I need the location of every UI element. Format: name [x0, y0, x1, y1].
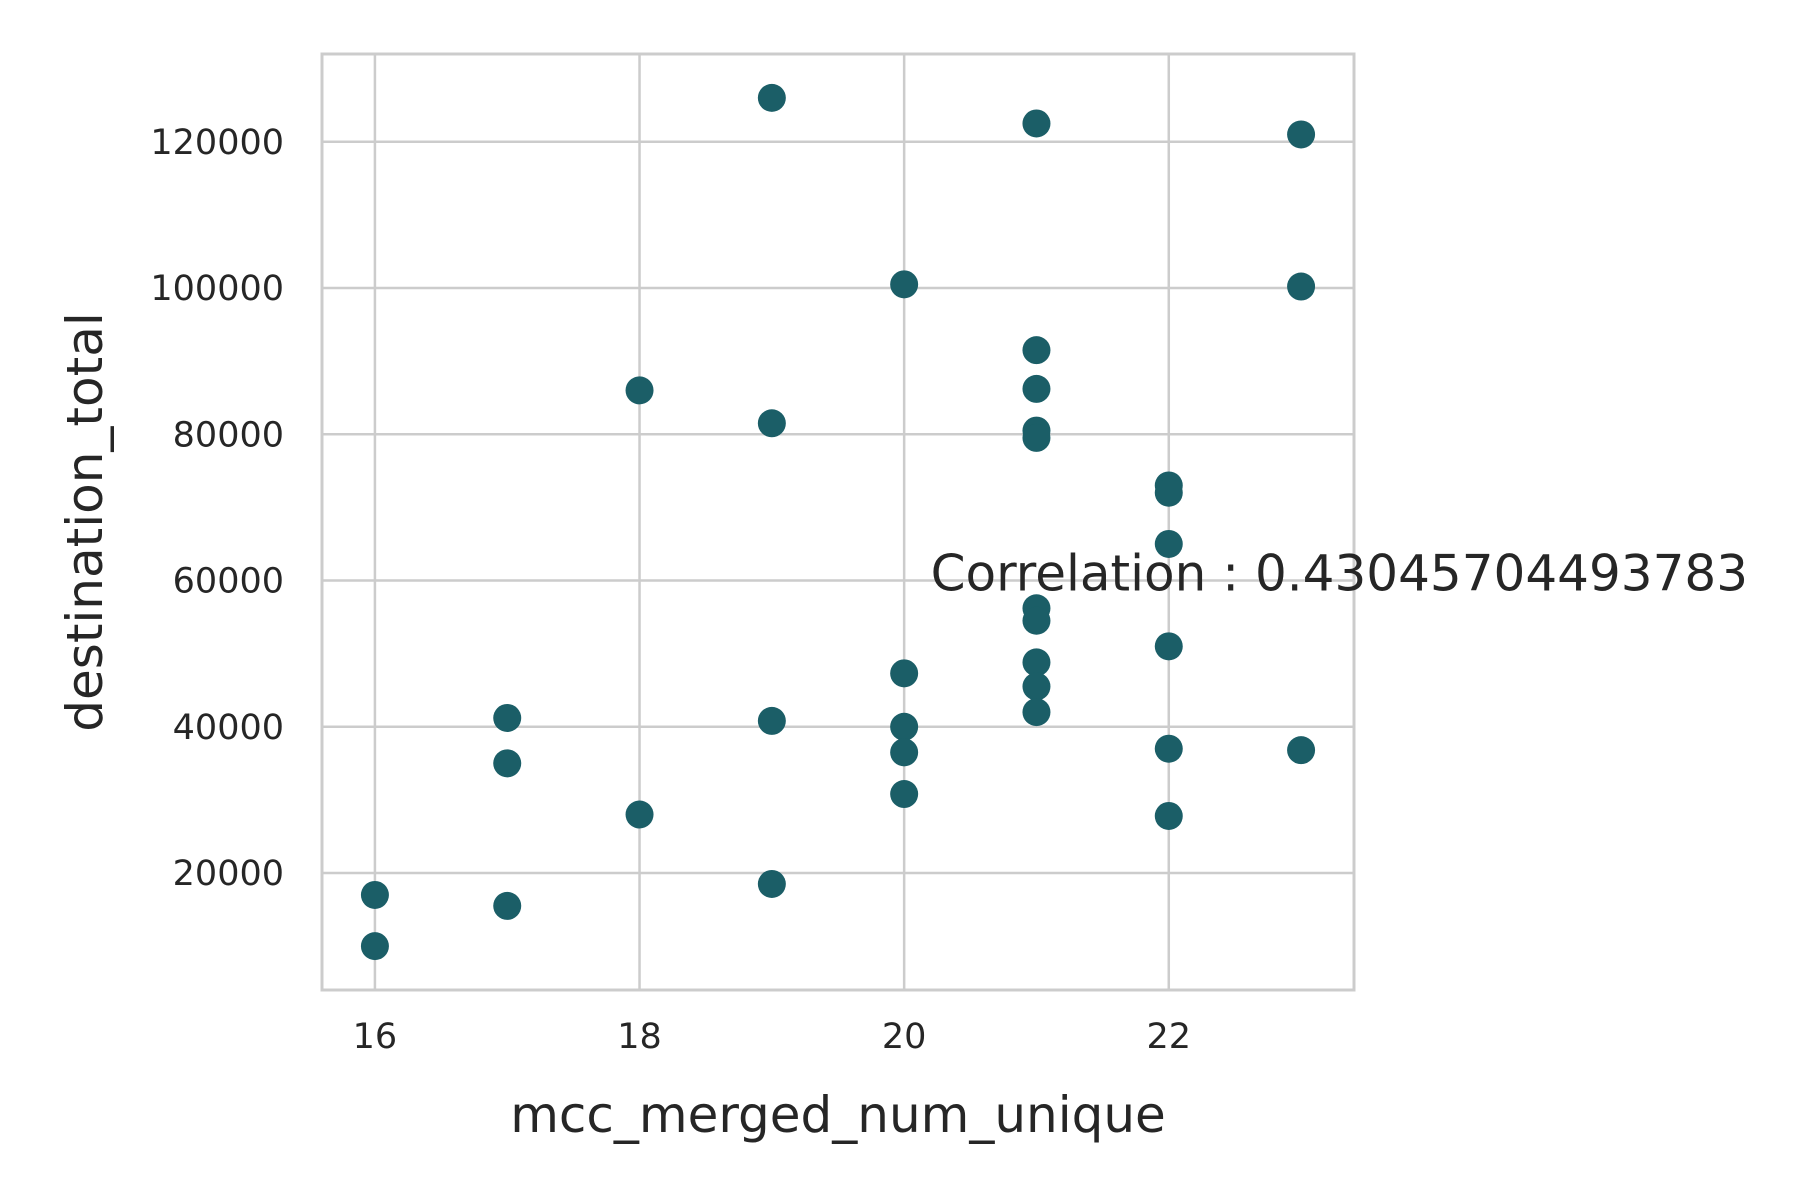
data-point — [493, 703, 522, 732]
y-tick-label: 60000 — [173, 562, 284, 602]
x-tick-labels: 16 18 20 22 — [353, 1017, 1191, 1057]
data-point — [1287, 272, 1316, 301]
data-point — [1154, 632, 1183, 661]
data-point — [360, 880, 389, 909]
y-tick-labels: 20000 40000 60000 80000 100000 120000 — [150, 123, 284, 894]
correlation-annotation: Correlation : 0.43045704493783 — [931, 545, 1748, 603]
x-tick-label: 16 — [353, 1017, 398, 1057]
data-point — [1154, 801, 1183, 830]
data-point — [1022, 374, 1051, 403]
data-point — [1022, 109, 1051, 138]
data-point — [1022, 672, 1051, 701]
data-point — [493, 891, 522, 920]
data-point — [757, 409, 786, 438]
data-point — [1154, 529, 1183, 558]
data-point — [625, 800, 654, 829]
data-point — [493, 749, 522, 778]
data-point — [890, 270, 919, 299]
data-point — [890, 780, 919, 809]
y-tick-label: 40000 — [173, 708, 284, 748]
data-point — [1022, 648, 1051, 677]
data-point — [1022, 423, 1051, 452]
y-gridlines — [322, 140, 1354, 875]
data-point — [890, 738, 919, 767]
x-tick-label: 18 — [617, 1017, 662, 1057]
y-tick-label: 20000 — [173, 854, 284, 894]
data-point — [757, 869, 786, 898]
x-gridlines — [373, 54, 1171, 990]
y-tick-label: 120000 — [150, 123, 284, 163]
data-point — [757, 83, 786, 112]
x-tick-label: 22 — [1146, 1017, 1191, 1057]
data-point — [1287, 120, 1316, 149]
data-point — [1022, 698, 1051, 727]
data-point — [1154, 734, 1183, 763]
plot-frame — [320, 52, 1356, 992]
data-point — [1022, 606, 1051, 635]
data-point — [1022, 336, 1051, 365]
data-point — [1154, 478, 1183, 507]
x-axis-label: mcc_merged_num_unique — [510, 1086, 1166, 1144]
data-point — [890, 659, 919, 688]
data-points — [360, 83, 1316, 961]
y-axis-label: destination_total — [56, 312, 114, 731]
x-tick-label: 20 — [882, 1017, 927, 1057]
data-point — [890, 712, 919, 741]
data-point — [625, 376, 654, 405]
y-tick-label: 100000 — [150, 269, 284, 309]
data-point — [757, 706, 786, 735]
data-point — [360, 932, 389, 961]
y-tick-label: 80000 — [173, 415, 284, 455]
data-point — [1287, 736, 1316, 765]
